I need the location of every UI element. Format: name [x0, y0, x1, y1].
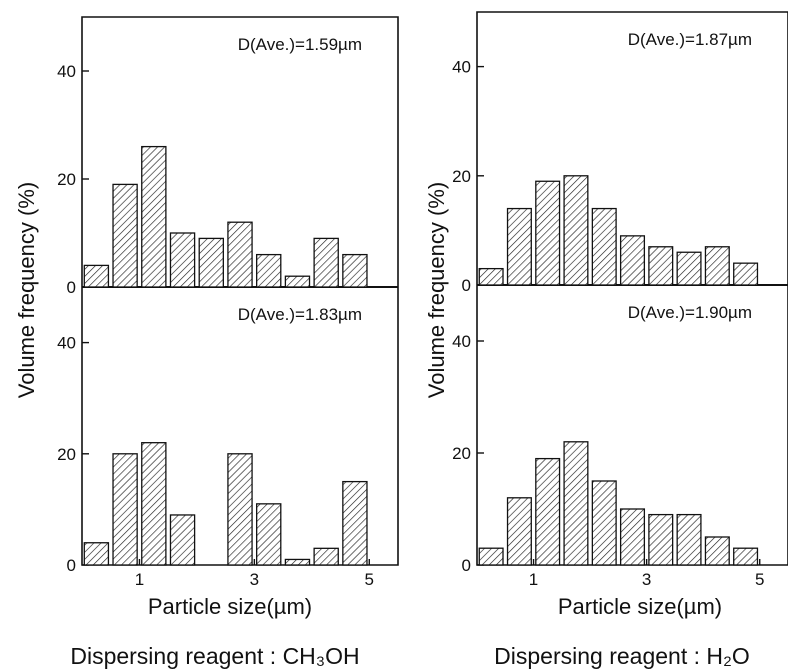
x-tick-label: 1	[135, 570, 144, 589]
x-tick-label: 3	[642, 570, 651, 589]
bar	[256, 253, 282, 288]
mean-size-annotation: D(Ave.)=1.59µm	[238, 35, 362, 54]
panel-frame	[476, 11, 788, 285]
bar	[284, 558, 311, 566]
bar	[313, 237, 339, 288]
ylabel-right: Volume frequency (%)	[424, 182, 449, 398]
panel-3: 0 20 40 D(Ave.)=1.87µm	[452, 11, 788, 295]
bar	[733, 547, 759, 566]
bar	[342, 480, 368, 566]
bar	[83, 542, 110, 566]
y-tick-label: 0	[462, 556, 471, 575]
x-tick-label: 5	[365, 570, 374, 589]
bar	[648, 246, 674, 286]
y-tick-label: 20	[452, 444, 471, 463]
y-tick-label: 20	[57, 445, 76, 464]
bar	[256, 503, 282, 566]
bar	[198, 237, 224, 288]
mean-size-annotation: D(Ave.)=1.83µm	[238, 305, 362, 324]
panel-1: 0 20 40 D(Ave.)=1.59µm	[57, 16, 399, 297]
bar	[83, 264, 110, 288]
bar	[619, 508, 646, 566]
bar	[169, 514, 196, 566]
bar	[563, 175, 589, 286]
x-tick-label: 1	[529, 570, 538, 589]
bar	[342, 253, 368, 288]
bar	[506, 207, 532, 286]
bar	[141, 442, 167, 566]
y-tick-label: 20	[57, 170, 76, 189]
bar	[227, 453, 253, 566]
bar	[648, 513, 674, 566]
x-tick-label: 3	[250, 570, 259, 589]
y-tick-label: 40	[57, 334, 76, 353]
bar	[563, 441, 589, 566]
caption-right: Dispersing reagent : H₂O	[494, 643, 750, 669]
bar	[704, 246, 730, 286]
bar	[141, 145, 167, 288]
mean-size-annotation: D(Ave.)=1.90µm	[628, 303, 752, 322]
y-tick-label: 40	[452, 332, 471, 351]
bar	[733, 262, 759, 286]
panel-4: 0 20 40 1 3 5 D(Ave.)=1.90µm	[452, 285, 788, 589]
bar	[478, 267, 504, 286]
bar	[284, 275, 311, 288]
bar	[169, 232, 196, 288]
bar	[112, 183, 138, 288]
mean-size-annotation: D(Ave.)=1.87µm	[628, 30, 752, 49]
bar	[506, 497, 532, 566]
y-tick-label: 0	[67, 278, 76, 297]
bar	[676, 513, 702, 566]
panel-frame	[81, 16, 399, 287]
bar	[227, 221, 253, 288]
y-tick-label: 20	[452, 167, 471, 186]
panel-2: 0 20 40 1 3 5 D(Ave.)=1.83µm	[57, 287, 399, 589]
bar	[535, 180, 561, 286]
y-tick-label: 40	[452, 58, 471, 77]
xlabel-left: Particle size(µm)	[148, 594, 312, 619]
bar	[591, 207, 617, 286]
bar	[112, 453, 138, 566]
bar	[676, 251, 702, 286]
x-tick-label: 5	[755, 570, 764, 589]
bar	[591, 480, 617, 566]
bar	[704, 536, 730, 566]
bar	[535, 457, 561, 566]
y-tick-label: 0	[462, 276, 471, 295]
bar	[478, 547, 504, 566]
y-tick-label: 0	[67, 556, 76, 575]
bar	[619, 235, 646, 286]
bar	[313, 547, 339, 566]
ylabel-left: Volume frequency (%)	[14, 182, 39, 398]
caption-left: Dispersing reagent : CH₃OH	[70, 643, 359, 669]
xlabel-right: Particle size(µm)	[558, 594, 722, 619]
y-tick-label: 40	[57, 62, 76, 81]
